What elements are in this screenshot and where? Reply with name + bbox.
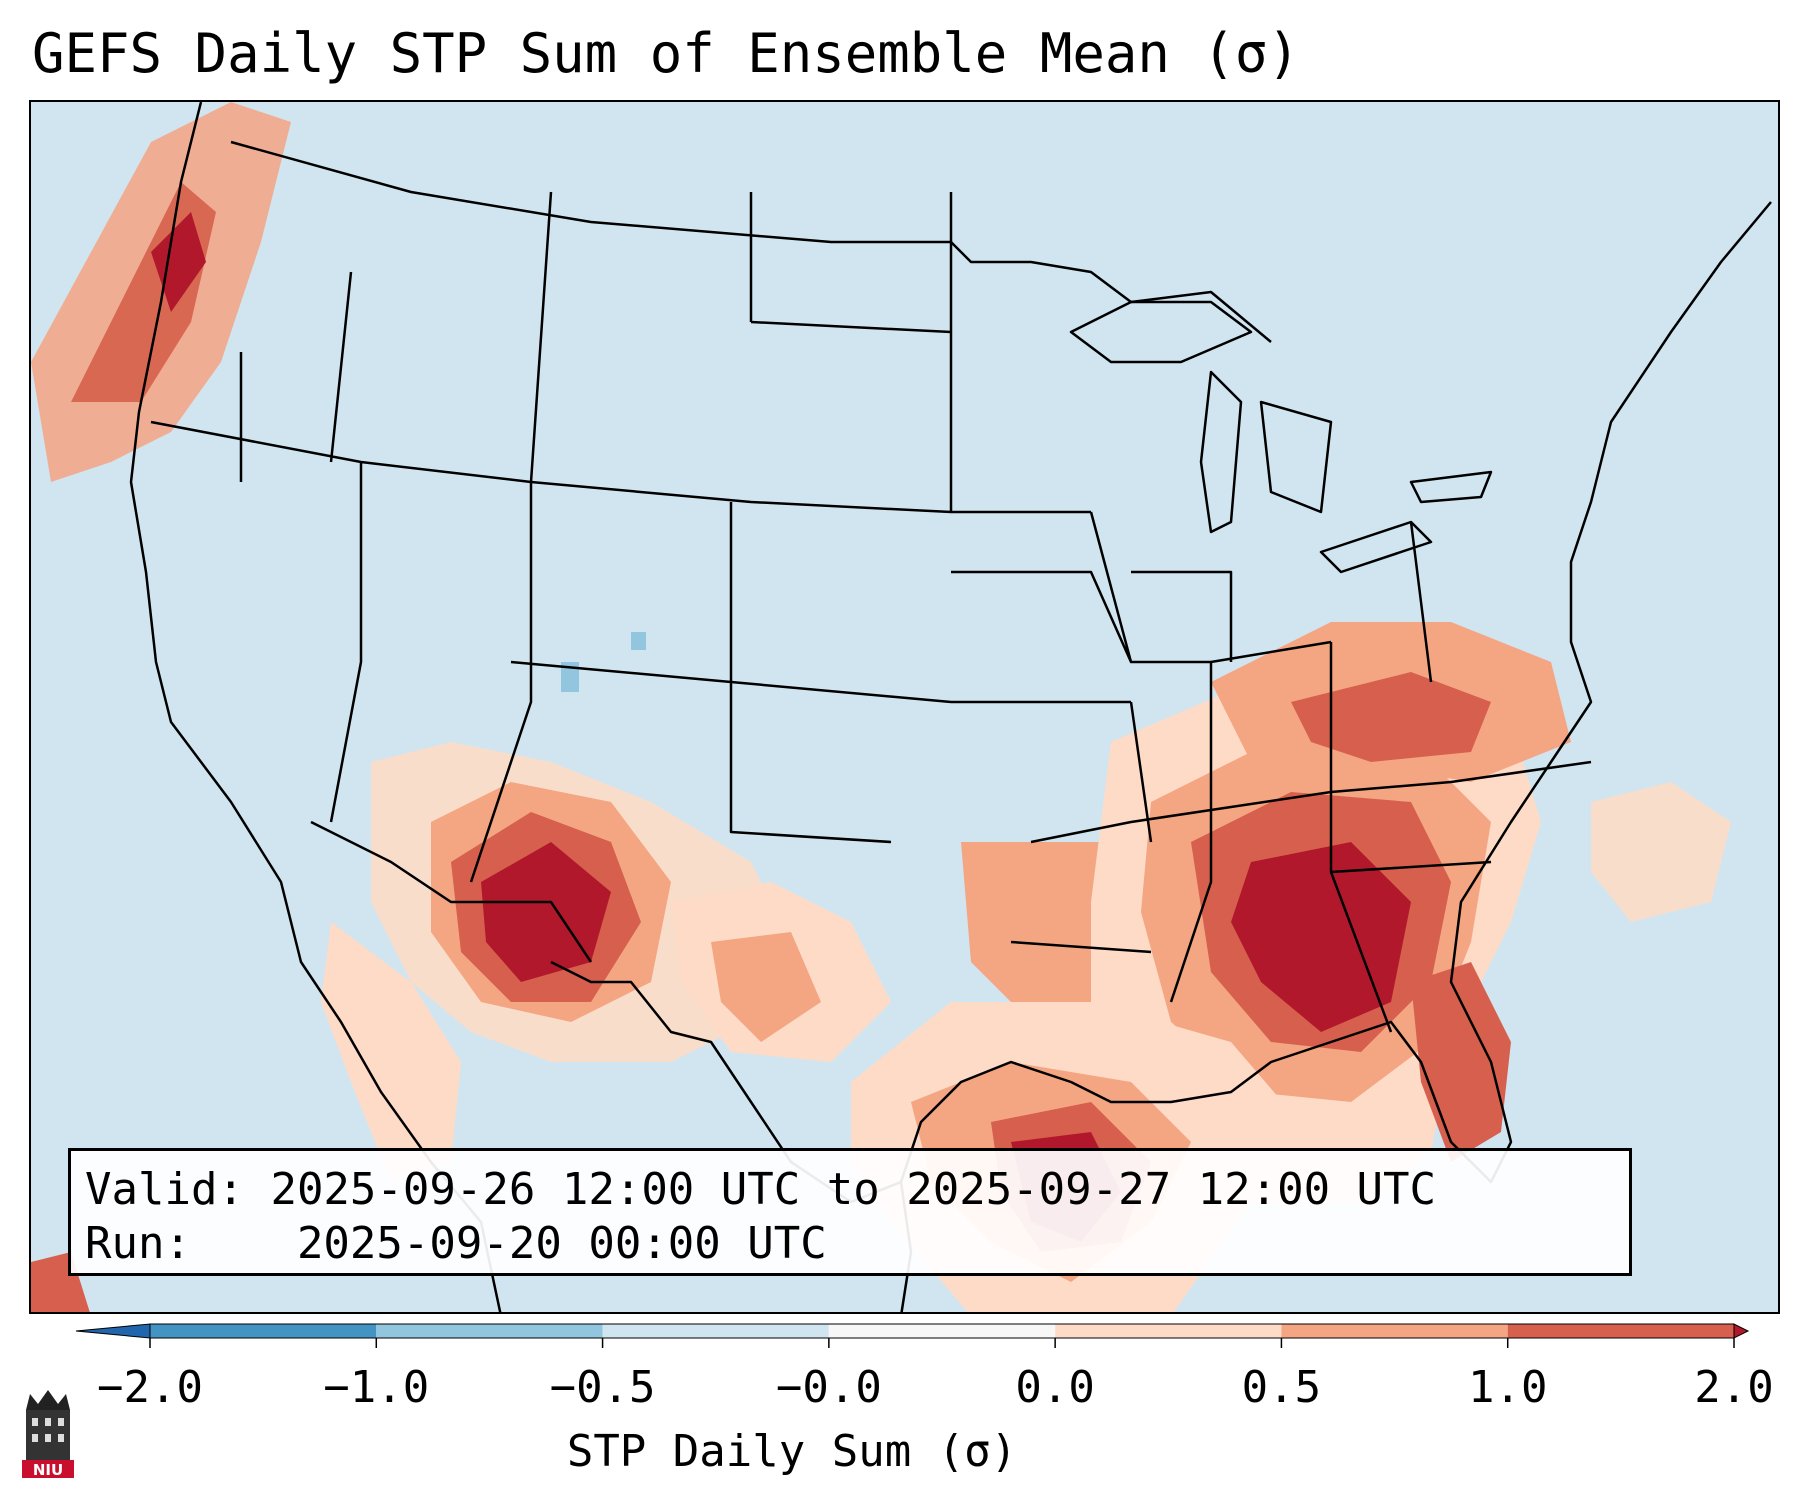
anomaly-plains-core xyxy=(711,932,821,1042)
colorbar-tick-label: 1.0 xyxy=(1467,1362,1548,1413)
canada-border xyxy=(230,140,1272,343)
run-value: 2025-09-20 00:00 UTC xyxy=(296,1218,827,1269)
anomaly-fields xyxy=(31,102,1731,1312)
west-coast xyxy=(129,102,502,1312)
colorbar xyxy=(75,1323,1750,1348)
anomaly-mexico xyxy=(321,922,461,1182)
colorbar-tick-label: 0.0 xyxy=(1015,1362,1095,1413)
colorbar-bin xyxy=(1507,1324,1734,1338)
colorbar-bin xyxy=(1281,1324,1508,1338)
lake-michigan xyxy=(1199,370,1243,534)
colorbar-bin xyxy=(150,1324,377,1338)
anomaly-atlantic xyxy=(1591,782,1731,922)
lake-huron xyxy=(1259,400,1333,514)
logo-text: NIU xyxy=(33,1461,63,1479)
colorbar-title: STP Daily Sum (σ) xyxy=(566,1426,1018,1477)
colorbar-bin xyxy=(828,1324,1056,1338)
colorbar-bin xyxy=(602,1324,829,1338)
colorbar-bin xyxy=(376,1324,603,1338)
anomaly-ohio-valley-core xyxy=(1291,672,1491,762)
colorbar-bin xyxy=(1055,1324,1282,1338)
colorbar-over-arrow xyxy=(1733,1323,1750,1339)
colorbar-tick-label: −2.0 xyxy=(97,1362,203,1413)
lake-ontario xyxy=(1409,470,1493,504)
niu-logo: NIU xyxy=(22,1390,74,1479)
colorbar-tick-label: −0.5 xyxy=(549,1362,656,1413)
lake-erie xyxy=(1319,520,1433,574)
lake-superior xyxy=(1069,300,1253,364)
state-lines xyxy=(150,191,1592,1033)
map-panel xyxy=(29,100,1780,1314)
colorbar-under-arrow xyxy=(75,1323,151,1339)
anomaly-southeast-max xyxy=(1231,842,1411,1032)
colorbar-bins xyxy=(75,1323,1750,1348)
colorbar-tick-label: −1.0 xyxy=(323,1362,430,1413)
colorbar-tick-label: 2.0 xyxy=(1694,1362,1774,1413)
us-mexico-border xyxy=(310,820,593,963)
colorbar-outline xyxy=(149,1323,1735,1339)
valid-value: 2025-09-26 12:00 UTC to 2025-09-27 12:00… xyxy=(270,1164,1437,1215)
run-label: Run: xyxy=(85,1218,191,1269)
map-svg xyxy=(31,102,1772,1312)
anomaly-florida xyxy=(1411,962,1511,1162)
anomaly-negative-colorado xyxy=(561,662,579,692)
colorbar-tick-label: 0.5 xyxy=(1241,1362,1322,1413)
chart-title: GEFS Daily STP Sum of Ensemble Mean (σ) xyxy=(32,22,1300,85)
colorbar-tick-label: −0.0 xyxy=(775,1362,882,1413)
valid-run-infobox: Valid: 2025-09-26 12:00 UTC to 2025-09-2… xyxy=(68,1148,1632,1276)
valid-label: Valid: xyxy=(85,1164,244,1215)
anomaly-southwest-max xyxy=(481,842,611,982)
anomaly-negative-co2 xyxy=(631,632,646,650)
